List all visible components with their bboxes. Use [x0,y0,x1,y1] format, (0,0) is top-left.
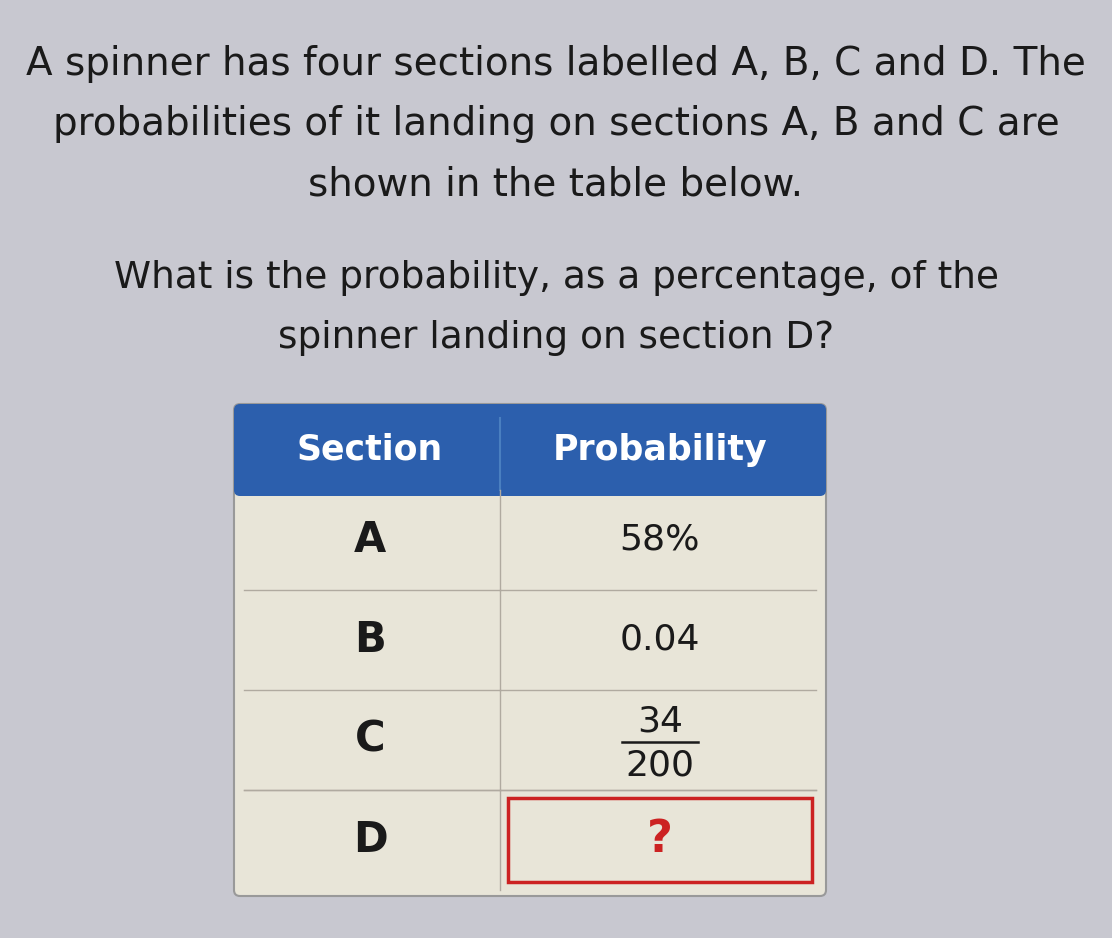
Text: probabilities of it landing on sections A, B and C are: probabilities of it landing on sections … [52,105,1060,143]
Text: D: D [353,819,387,861]
FancyBboxPatch shape [234,404,826,896]
Text: 34: 34 [637,705,683,739]
Bar [240,478,820,493]
Text: C: C [355,719,386,761]
FancyBboxPatch shape [234,404,826,496]
Text: 0.04: 0.04 [619,623,701,657]
Text: spinner landing on section D?: spinner landing on section D? [278,320,834,356]
Text: B: B [354,619,386,661]
Text: What is the probability, as a percentage, of the: What is the probability, as a percentage… [113,260,999,296]
Text: ?: ? [647,819,673,861]
Text: A spinner has four sections labelled A, B, C and D. The: A spinner has four sections labelled A, … [26,45,1086,83]
Text: shown in the table below.: shown in the table below. [308,165,804,203]
Text: 200: 200 [625,749,695,783]
Text: Probability: Probability [553,433,767,467]
Text: A: A [354,519,386,561]
Bar [508,798,812,882]
Text: 58%: 58% [619,523,701,557]
Text: Section: Section [297,433,443,467]
